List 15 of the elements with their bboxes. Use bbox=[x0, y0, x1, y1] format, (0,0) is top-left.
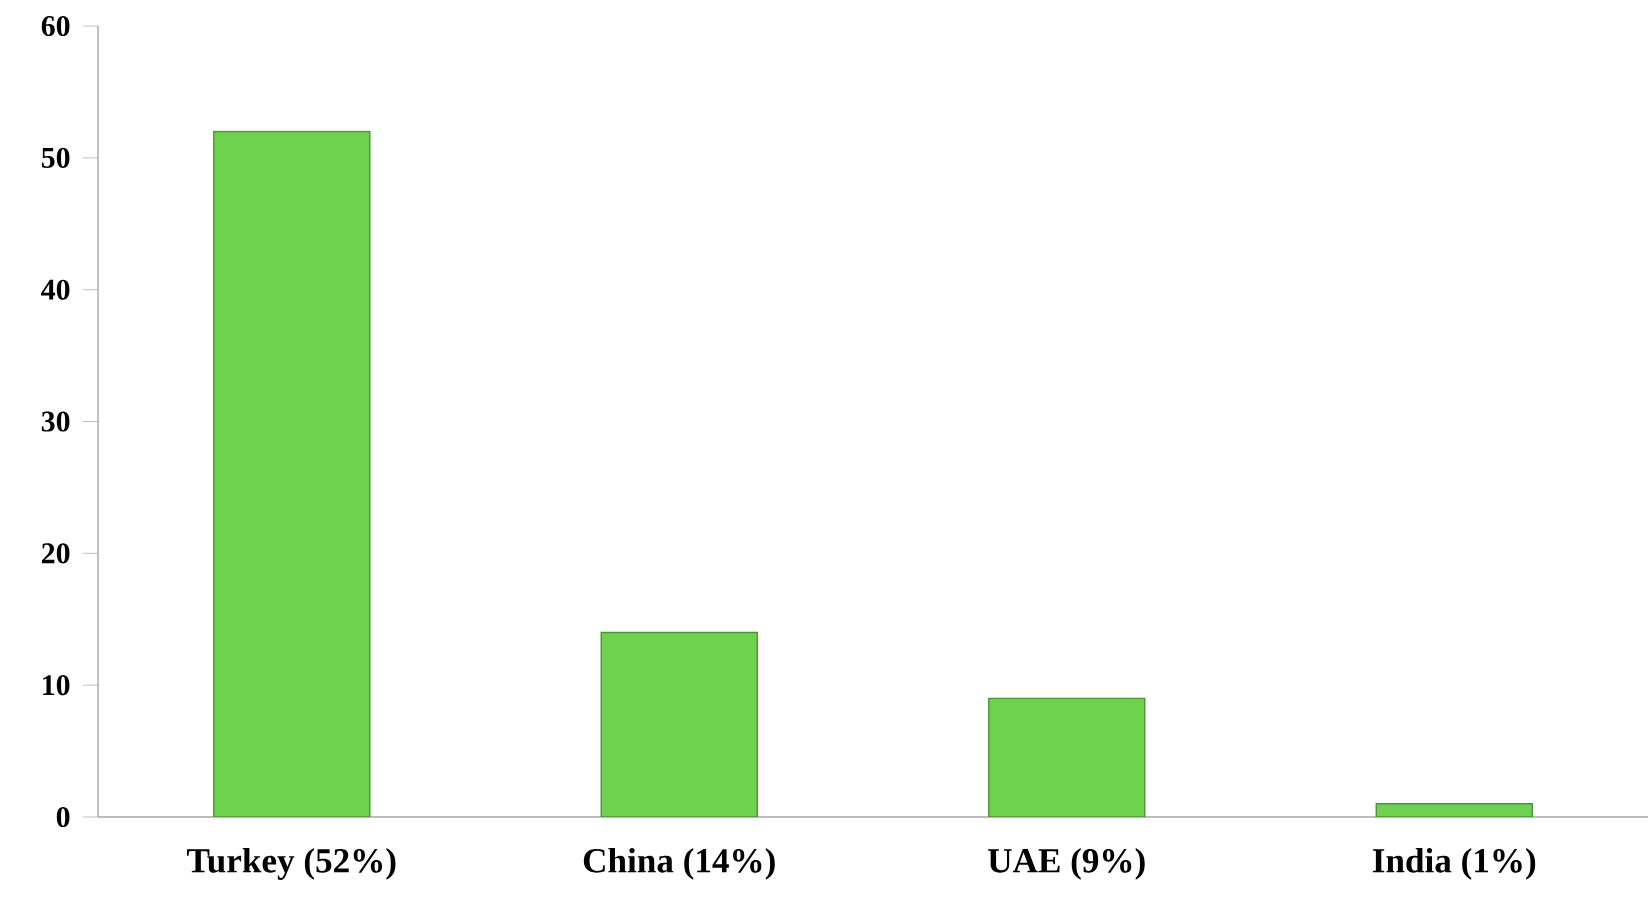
bar bbox=[988, 697, 1146, 817]
x-tick-label: China (14%) bbox=[583, 847, 775, 880]
bar bbox=[1375, 803, 1533, 817]
bar bbox=[213, 130, 371, 817]
y-tick-label: 20 bbox=[41, 543, 70, 564]
y-tick-label: 0 bbox=[56, 806, 70, 828]
y-tick-label: 30 bbox=[41, 411, 70, 432]
y-tick-label: 50 bbox=[41, 147, 70, 168]
y-tick-label: 40 bbox=[41, 279, 70, 300]
x-tick-label: India (1%) bbox=[1372, 847, 1536, 880]
y-tick-label: 60 bbox=[41, 15, 70, 37]
x-tick-label: UAE (9%) bbox=[988, 847, 1145, 880]
bar bbox=[600, 631, 758, 817]
x-tick-label: Turkey (52%) bbox=[187, 847, 396, 880]
y-tick-label: 10 bbox=[43, 675, 70, 696]
